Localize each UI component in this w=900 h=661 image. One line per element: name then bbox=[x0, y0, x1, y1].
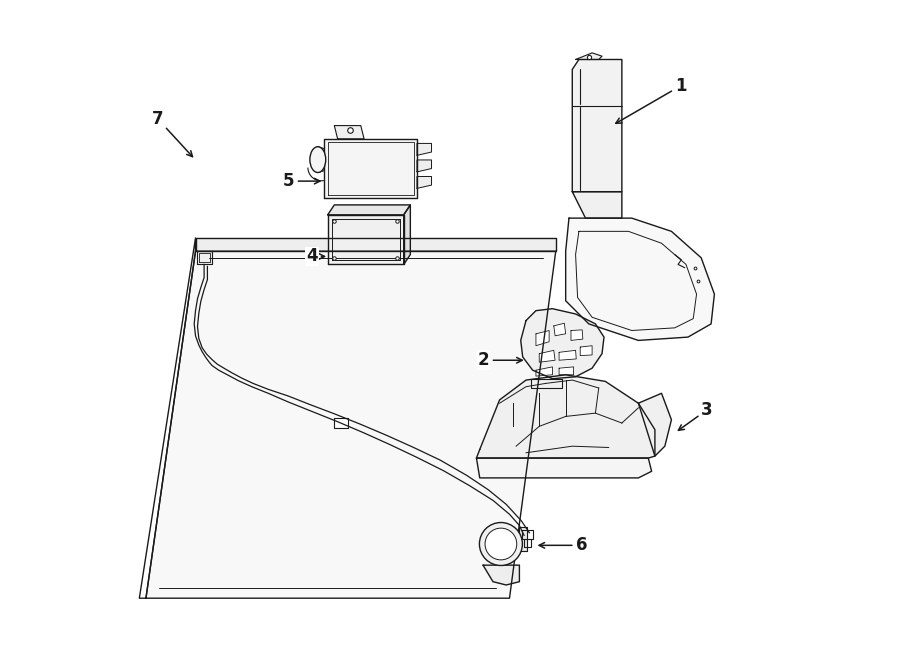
Polygon shape bbox=[146, 251, 556, 598]
Ellipse shape bbox=[310, 147, 326, 173]
Polygon shape bbox=[536, 367, 553, 376]
Ellipse shape bbox=[485, 528, 517, 560]
Text: 6: 6 bbox=[539, 536, 587, 555]
Polygon shape bbox=[522, 530, 533, 539]
Polygon shape bbox=[576, 53, 602, 59]
Polygon shape bbox=[417, 143, 431, 155]
Polygon shape bbox=[328, 215, 404, 264]
Text: 5: 5 bbox=[284, 172, 320, 190]
Polygon shape bbox=[536, 330, 549, 346]
Polygon shape bbox=[559, 350, 576, 360]
Polygon shape bbox=[559, 367, 573, 375]
Polygon shape bbox=[531, 379, 562, 388]
Polygon shape bbox=[554, 323, 566, 336]
Text: 2: 2 bbox=[478, 351, 522, 369]
Polygon shape bbox=[539, 350, 555, 362]
Text: 4: 4 bbox=[306, 247, 325, 266]
Text: 7: 7 bbox=[152, 110, 193, 157]
Polygon shape bbox=[580, 346, 592, 356]
Polygon shape bbox=[476, 458, 652, 478]
Polygon shape bbox=[328, 205, 410, 215]
Polygon shape bbox=[417, 176, 431, 188]
Text: 3: 3 bbox=[679, 401, 713, 430]
Polygon shape bbox=[521, 309, 604, 379]
Polygon shape bbox=[572, 59, 622, 192]
Polygon shape bbox=[572, 192, 622, 218]
Polygon shape bbox=[195, 238, 556, 251]
Polygon shape bbox=[324, 139, 417, 198]
Polygon shape bbox=[519, 527, 527, 551]
Polygon shape bbox=[571, 330, 583, 340]
Polygon shape bbox=[318, 147, 324, 173]
Polygon shape bbox=[404, 205, 410, 264]
Text: 1: 1 bbox=[616, 77, 686, 124]
Polygon shape bbox=[417, 160, 431, 172]
Polygon shape bbox=[476, 375, 655, 458]
Polygon shape bbox=[566, 218, 715, 340]
Ellipse shape bbox=[480, 522, 522, 566]
Polygon shape bbox=[197, 251, 212, 264]
Polygon shape bbox=[483, 565, 519, 585]
Polygon shape bbox=[638, 393, 671, 456]
Polygon shape bbox=[334, 418, 347, 428]
Polygon shape bbox=[334, 126, 364, 139]
